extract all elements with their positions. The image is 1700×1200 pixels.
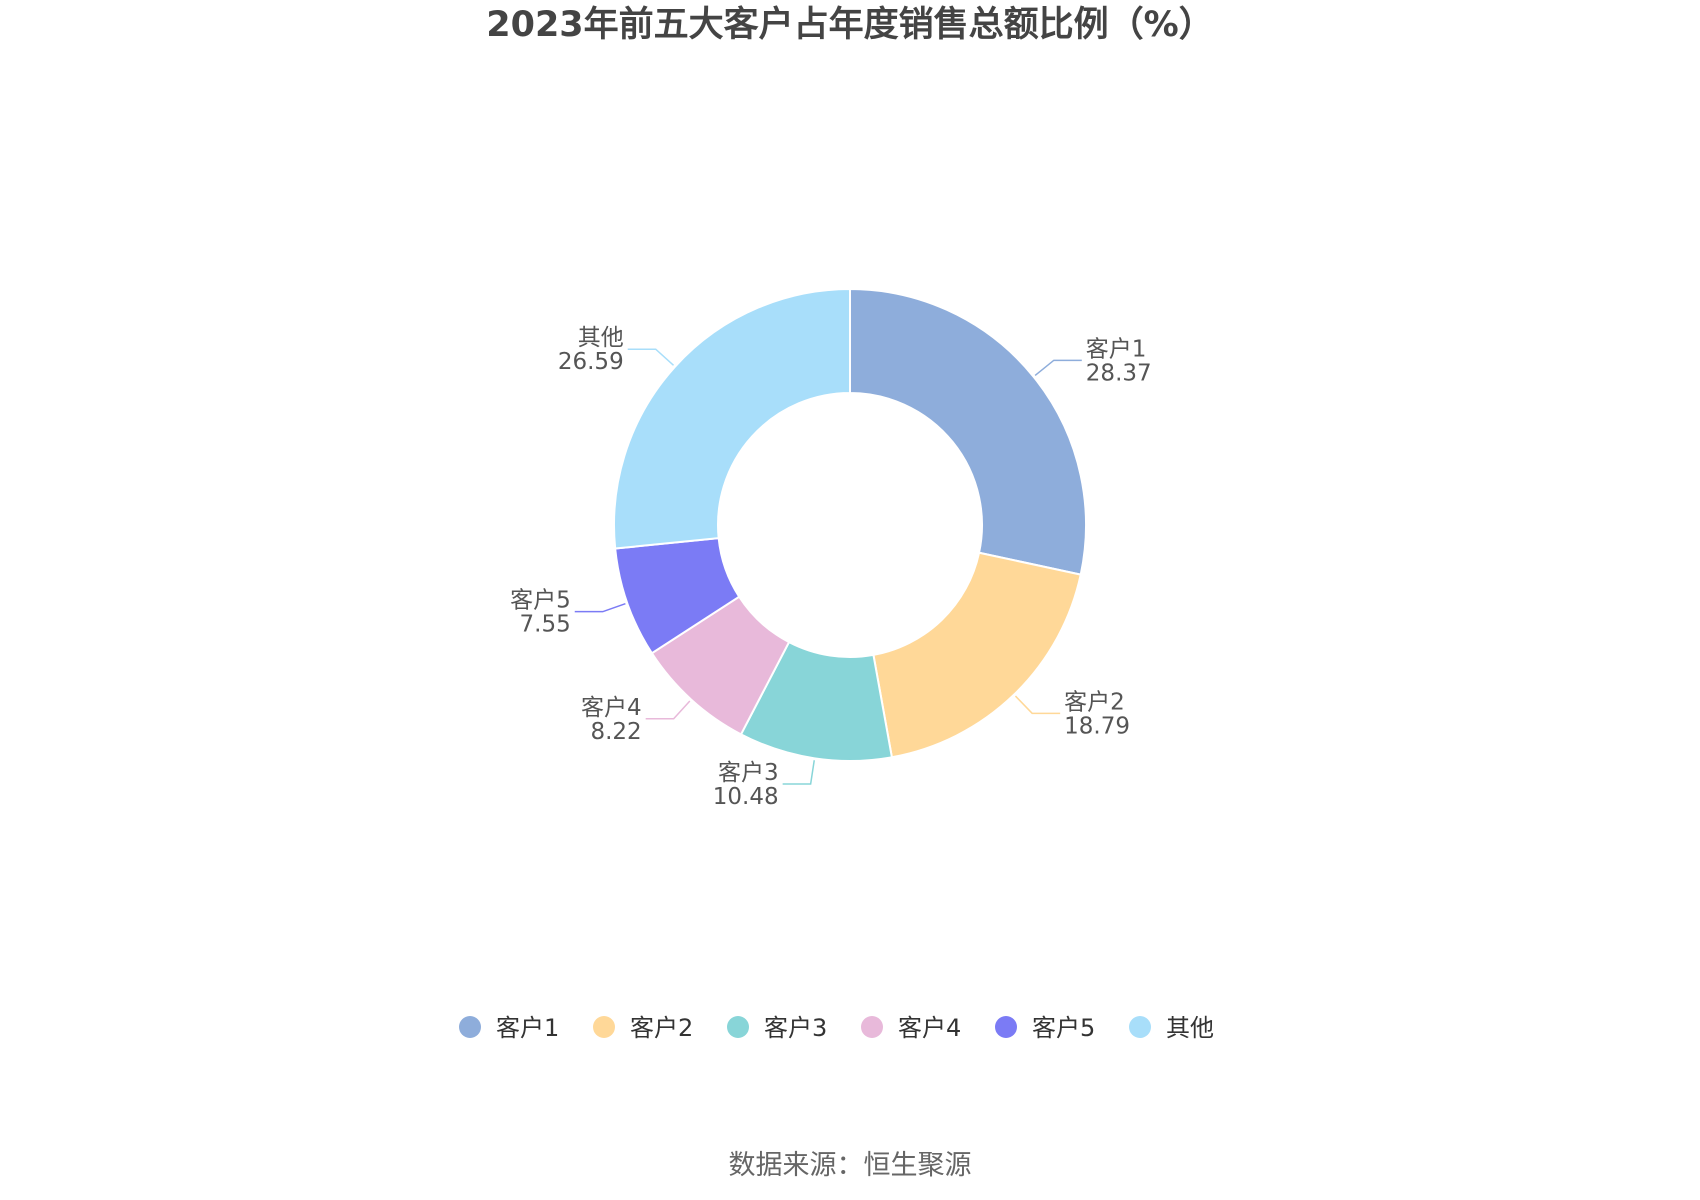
legend-item-3[interactable]: 客户3 xyxy=(727,1014,827,1042)
legend-swatch-6 xyxy=(1129,1016,1151,1038)
slice-label-value-3: 10.48 xyxy=(713,784,779,810)
chart-title: 2023年前五大客户占年度销售总额比例（%） xyxy=(486,5,1214,45)
source-note: 数据来源：恒生聚源 xyxy=(728,1150,972,1181)
legend-item-1[interactable]: 客户1 xyxy=(459,1014,559,1042)
legend: 客户1 客户2 客户3 客户4 客户5 其他 xyxy=(459,1014,1214,1042)
legend-swatch-2 xyxy=(593,1016,615,1038)
leader-line-2 xyxy=(1014,695,1061,715)
slice-label-value-6: 26.59 xyxy=(558,349,624,375)
slice-2 xyxy=(872,551,1082,759)
legend-item-5[interactable]: 客户5 xyxy=(995,1014,1095,1042)
leader-line-6 xyxy=(627,348,675,366)
leader-line-5 xyxy=(574,603,626,613)
legend-label-5: 客户5 xyxy=(1032,1014,1095,1042)
legend-label-3: 客户3 xyxy=(764,1014,827,1042)
slice-label-name-2: 客户2 xyxy=(1064,689,1125,715)
leader-line-1 xyxy=(1034,359,1082,377)
slice-label-value-2: 18.79 xyxy=(1064,713,1130,739)
slice-label-name-5: 客户5 xyxy=(510,588,571,614)
slice-label-value-1: 28.37 xyxy=(1086,360,1152,386)
leader-line-3 xyxy=(782,760,815,785)
legend-item-4[interactable]: 客户4 xyxy=(861,1014,961,1042)
legend-swatch-1 xyxy=(459,1016,481,1038)
slice-label-name-4: 客户4 xyxy=(581,695,642,721)
slice-label-value-4: 8.22 xyxy=(590,719,641,745)
slice-label-name-6: 其他 xyxy=(578,325,624,351)
leader-lines-group xyxy=(574,348,1082,785)
leader-line-4 xyxy=(645,700,691,720)
legend-label-4: 客户4 xyxy=(898,1014,961,1042)
slice-6 xyxy=(613,287,851,550)
legend-swatch-5 xyxy=(995,1016,1017,1038)
legend-item-2[interactable]: 客户2 xyxy=(593,1014,693,1042)
legend-swatch-3 xyxy=(727,1016,749,1038)
slice-label-name-3: 客户3 xyxy=(718,760,779,786)
legend-label-6: 其他 xyxy=(1166,1014,1214,1042)
slice-1 xyxy=(849,287,1087,576)
legend-item-6[interactable]: 其他 xyxy=(1129,1014,1214,1042)
slice-label-name-1: 客户1 xyxy=(1086,336,1147,362)
legend-label-1: 客户1 xyxy=(496,1014,559,1042)
legend-swatch-4 xyxy=(861,1016,883,1038)
legend-label-2: 客户2 xyxy=(630,1014,693,1042)
slice-label-value-5: 7.55 xyxy=(520,612,571,638)
slices-group xyxy=(613,287,1087,762)
